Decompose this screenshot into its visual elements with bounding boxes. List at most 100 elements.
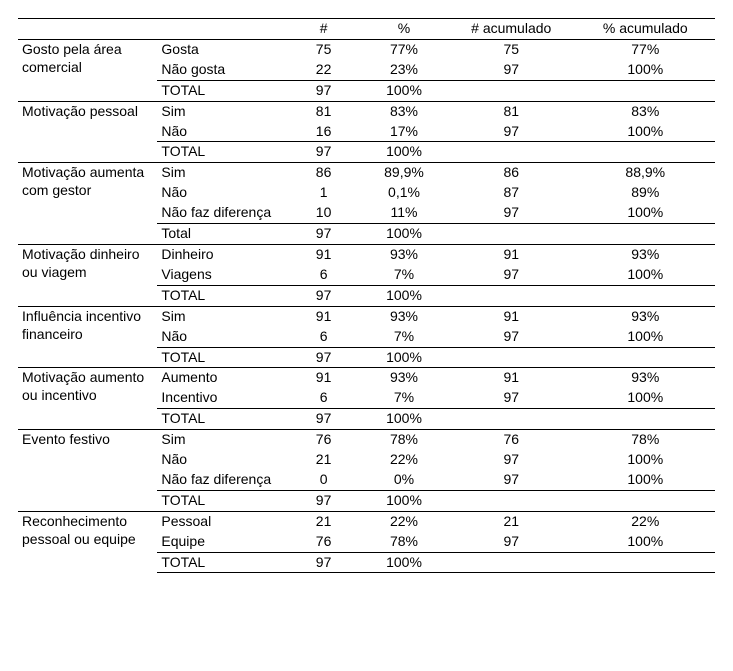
row-count: 6 [286, 327, 361, 347]
total-count: 97 [286, 552, 361, 573]
row-count-acc: 87 [447, 183, 576, 203]
total-label: TOTAL [157, 347, 286, 368]
row-label: Equipe [157, 532, 286, 552]
row-count-acc: 91 [447, 368, 576, 388]
header-percent: % [361, 19, 447, 40]
row-label: Gosta [157, 39, 286, 59]
row-label: Não [157, 327, 286, 347]
header-category [18, 19, 157, 40]
row-percent-acc: 100% [576, 470, 715, 490]
category-cell: Motivação aumento ou incentivo [18, 368, 157, 430]
row-percent-acc: 83% [576, 101, 715, 121]
row-count-acc: 97 [447, 327, 576, 347]
total-count-acc [447, 552, 576, 573]
total-label: TOTAL [157, 142, 286, 163]
row-percent-acc: 100% [576, 265, 715, 285]
total-count-acc [447, 490, 576, 511]
row-percent: 78% [361, 430, 447, 450]
row-count: 75 [286, 39, 361, 59]
row-label: Sim [157, 430, 286, 450]
header-row: # % # acumulado % acumulado [18, 19, 715, 40]
total-percent-acc [576, 409, 715, 430]
total-percent-acc [576, 285, 715, 306]
row-percent: 0% [361, 470, 447, 490]
total-label: TOTAL [157, 80, 286, 101]
row-percent-acc: 100% [576, 532, 715, 552]
row-count: 76 [286, 430, 361, 450]
table-row: Gosto pela área comercialGosta7577%7577% [18, 39, 715, 59]
total-count-acc [447, 224, 576, 245]
row-count: 81 [286, 101, 361, 121]
table-row: Evento festivoSim7678%7678% [18, 430, 715, 450]
row-label: Incentivo [157, 388, 286, 408]
total-label: TOTAL [157, 552, 286, 573]
row-percent-acc: 100% [576, 327, 715, 347]
row-count: 1 [286, 183, 361, 203]
total-percent-acc [576, 142, 715, 163]
row-percent: 0,1% [361, 183, 447, 203]
row-label: Dinheiro [157, 244, 286, 264]
header-count: # [286, 19, 361, 40]
row-percent-acc: 93% [576, 244, 715, 264]
row-label: Pessoal [157, 511, 286, 531]
row-percent: 78% [361, 532, 447, 552]
row-percent: 7% [361, 327, 447, 347]
row-count: 10 [286, 203, 361, 223]
category-cell: Motivação dinheiro ou viagem [18, 244, 157, 306]
row-count-acc: 75 [447, 39, 576, 59]
category-cell: Evento festivo [18, 430, 157, 512]
total-label: Total [157, 224, 286, 245]
row-label: Não faz diferença [157, 470, 286, 490]
total-count: 97 [286, 142, 361, 163]
total-percent-acc [576, 80, 715, 101]
row-percent: 22% [361, 450, 447, 470]
header-percent-acc: % acumulado [576, 19, 715, 40]
row-percent-acc: 77% [576, 39, 715, 59]
total-count: 97 [286, 490, 361, 511]
row-label: Não [157, 450, 286, 470]
total-percent-acc [576, 347, 715, 368]
row-percent-acc: 89% [576, 183, 715, 203]
total-percent: 100% [361, 552, 447, 573]
row-label: Sim [157, 101, 286, 121]
table-row: Reconhecimento pessoal ou equipePessoal2… [18, 511, 715, 531]
row-percent: 83% [361, 101, 447, 121]
header-label [157, 19, 286, 40]
row-percent-acc: 100% [576, 122, 715, 142]
row-count-acc: 97 [447, 203, 576, 223]
total-percent: 100% [361, 409, 447, 430]
total-percent-acc [576, 552, 715, 573]
row-count: 6 [286, 265, 361, 285]
row-label: Não [157, 183, 286, 203]
frequency-table: # % # acumulado % acumulado Gosto pela á… [18, 18, 715, 573]
total-count-acc [447, 80, 576, 101]
total-label: TOTAL [157, 490, 286, 511]
row-count: 91 [286, 306, 361, 326]
row-count-acc: 97 [447, 60, 576, 80]
row-label: Aumento [157, 368, 286, 388]
category-cell: Influência incentivo financeiro [18, 306, 157, 368]
total-percent: 100% [361, 224, 447, 245]
total-count-acc [447, 409, 576, 430]
row-label: Sim [157, 306, 286, 326]
header-count-acc: # acumulado [447, 19, 576, 40]
row-count-acc: 76 [447, 430, 576, 450]
total-label: TOTAL [157, 409, 286, 430]
row-percent: 17% [361, 122, 447, 142]
row-percent-acc: 88,9% [576, 163, 715, 183]
row-percent-acc: 100% [576, 388, 715, 408]
total-label: TOTAL [157, 285, 286, 306]
row-count: 21 [286, 511, 361, 531]
row-percent: 93% [361, 306, 447, 326]
row-percent-acc: 22% [576, 511, 715, 531]
row-percent: 23% [361, 60, 447, 80]
row-count-acc: 97 [447, 388, 576, 408]
row-count: 0 [286, 470, 361, 490]
row-percent-acc: 100% [576, 60, 715, 80]
table-row: Influência incentivo financeiroSim9193%9… [18, 306, 715, 326]
row-label: Não faz diferença [157, 203, 286, 223]
row-percent-acc: 100% [576, 450, 715, 470]
row-percent-acc: 78% [576, 430, 715, 450]
total-percent: 100% [361, 490, 447, 511]
row-count-acc: 81 [447, 101, 576, 121]
